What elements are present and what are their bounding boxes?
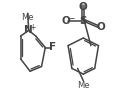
Text: F: F xyxy=(49,42,56,53)
Text: O: O xyxy=(79,2,88,12)
Text: +: + xyxy=(29,23,36,32)
Text: Me: Me xyxy=(77,81,90,90)
Text: O: O xyxy=(62,16,71,26)
Text: O: O xyxy=(96,22,105,32)
Text: S: S xyxy=(79,16,87,26)
Text: N: N xyxy=(24,25,33,35)
Text: −: − xyxy=(67,14,74,23)
Text: Me: Me xyxy=(21,13,34,22)
